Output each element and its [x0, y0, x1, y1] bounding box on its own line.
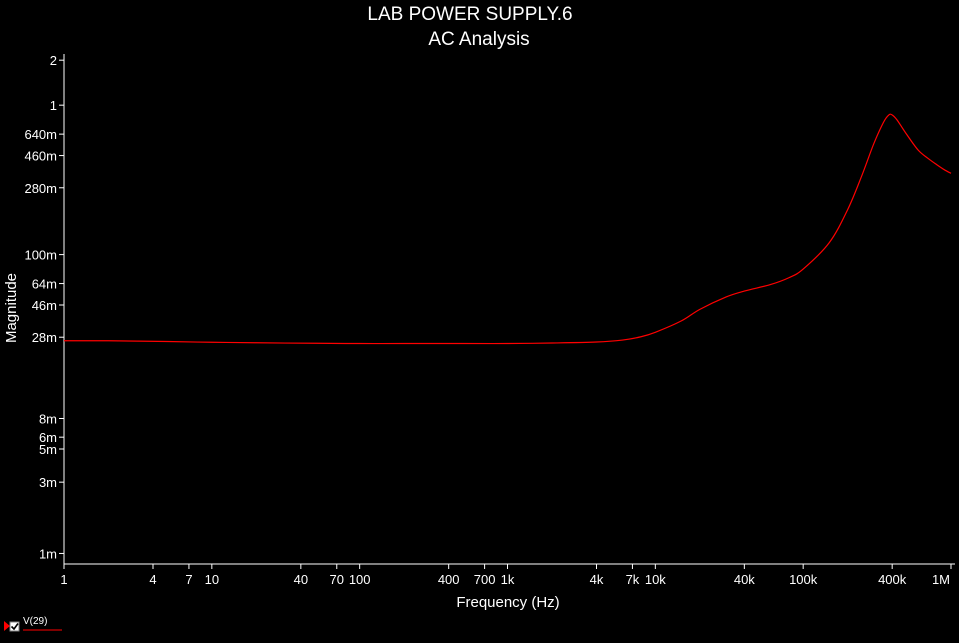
x-axis-ticks: 1 4 7 10 40 70 100 400 700 1k 4k 7k 10k 40k 100k 400k 1M: [60, 564, 952, 587]
x-tick-label: 400: [438, 572, 460, 587]
x-tick-label: 7k: [626, 572, 640, 587]
y-tick-label: 3m: [39, 475, 57, 490]
y-tick-label: 640m: [24, 127, 57, 142]
x-tick-label: 10: [205, 572, 219, 587]
y-tick-label: 8m: [39, 412, 57, 427]
x-tick-label: 7: [185, 572, 192, 587]
x-tick-label: 1M: [932, 572, 950, 587]
y-tick-label: 100m: [24, 248, 57, 263]
x-tick-label: 400k: [878, 572, 907, 587]
y-tick-label: 280m: [24, 181, 57, 196]
x-tick-label: 4k: [590, 572, 604, 587]
x-tick-label: 40k: [734, 572, 755, 587]
x-tick-label: 70: [330, 572, 344, 587]
x-tick-label: 100k: [789, 572, 818, 587]
x-tick-label: 100: [349, 572, 371, 587]
y-tick-label: 46m: [32, 298, 57, 313]
y-tick-label: 1m: [39, 546, 57, 561]
y-tick-label: 2: [50, 53, 57, 68]
y-tick-label: 28m: [32, 330, 57, 345]
series-group: [63, 113, 952, 345]
y-axis-label: Magnitude: [3, 273, 20, 343]
chart-subtitle: AC Analysis: [428, 29, 529, 50]
x-tick-label: 10k: [645, 572, 666, 587]
y-tick-label: 1: [50, 98, 57, 113]
y-tick-label: 6m: [39, 430, 57, 445]
legend-checkbox[interactable]: [9, 621, 20, 632]
y-tick-label: 64m: [32, 277, 57, 292]
legend-marker-icon: [4, 621, 10, 631]
legend[interactable]: V(29): [4, 616, 62, 632]
x-tick-label: 1k: [501, 572, 515, 587]
y-tick-label: 5m: [39, 442, 57, 457]
checkmark-icon: [10, 623, 19, 631]
y-tick-label: 460m: [24, 149, 57, 164]
x-tick-label: 700: [474, 572, 496, 587]
x-tick-label: 4: [149, 572, 156, 587]
chart-title: LAB POWER SUPPLY.6: [367, 4, 572, 25]
x-tick-label: 1: [60, 572, 67, 587]
x-axis-label: Frequency (Hz): [456, 594, 559, 611]
legend-series-label: V(29): [23, 616, 47, 627]
x-tick-label: 40: [294, 572, 308, 587]
series-line-v29: [63, 113, 952, 345]
